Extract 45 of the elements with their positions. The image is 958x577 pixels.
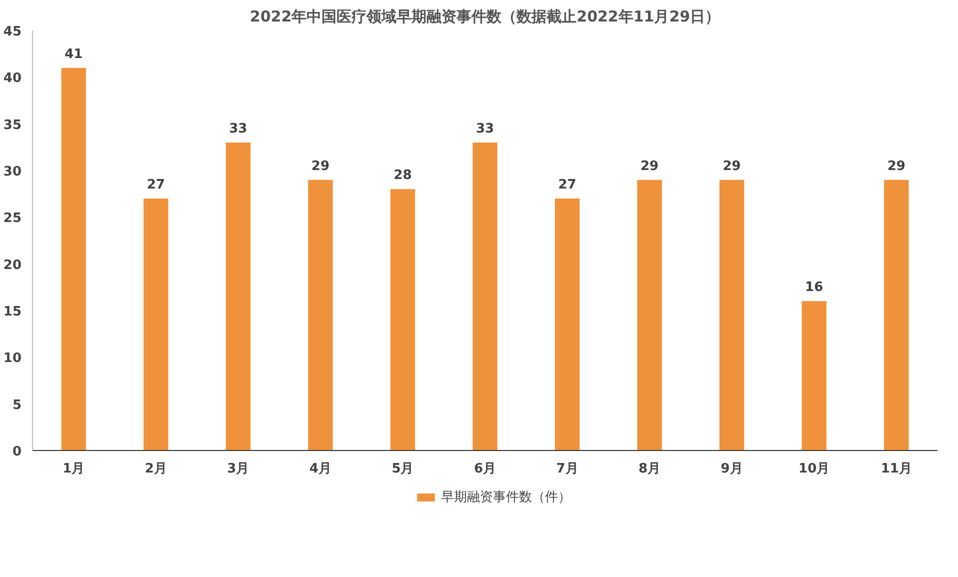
bar <box>144 198 168 450</box>
data-label: 16 <box>805 280 824 296</box>
y-tick-label: 30 <box>3 164 22 180</box>
bar <box>61 68 86 450</box>
x-tick-label: 1月 <box>62 462 85 476</box>
data-label: 27 <box>146 178 165 192</box>
data-label: 28 <box>394 168 412 184</box>
x-tick-label: 5月 <box>392 462 414 476</box>
y-tick-label: 0 <box>12 444 22 460</box>
data-label: 41 <box>64 46 83 62</box>
bar <box>308 180 333 450</box>
data-label: 29 <box>311 158 330 174</box>
bar <box>390 189 416 450</box>
x-tick-label: 7月 <box>556 462 578 476</box>
data-label: 29 <box>722 158 741 174</box>
y-tick-label: 5 <box>12 398 22 413</box>
x-tick-label: 8月 <box>638 462 661 476</box>
x-tick-label: 9月 <box>720 462 743 476</box>
chart-title: 2022年中国医疗领域早期融资事件数（数据截止2022年11月29日） <box>250 8 720 26</box>
x-tick-label: 6月 <box>474 462 496 476</box>
data-label: 29 <box>640 158 659 174</box>
y-tick-label: 35 <box>3 118 22 133</box>
x-tick-label: 10月 <box>798 462 830 476</box>
bar <box>637 180 662 450</box>
x-tick-label: 2月 <box>144 462 167 476</box>
bar <box>226 142 251 450</box>
x-tick-label: 11月 <box>880 462 912 476</box>
bar <box>719 180 744 450</box>
data-label: 33 <box>229 122 248 136</box>
data-label: 27 <box>558 178 576 192</box>
bar <box>472 142 498 450</box>
y-tick-label: 15 <box>3 304 22 320</box>
x-tick-label: 3月 <box>227 462 250 476</box>
x-tick-label: 4月 <box>309 462 332 476</box>
y-tick-label: 20 <box>3 258 22 273</box>
y-tick-label: 10 <box>3 351 22 366</box>
bar <box>884 180 909 450</box>
y-tick-label: 45 <box>3 24 22 40</box>
y-tick-label: 25 <box>3 211 22 226</box>
bar <box>554 198 580 450</box>
y-tick-label: 40 <box>3 71 22 86</box>
bar <box>802 301 826 450</box>
data-label: 33 <box>476 122 494 136</box>
legend-label: 早期融资事件数（件） <box>441 489 571 506</box>
data-label: 29 <box>887 158 906 174</box>
